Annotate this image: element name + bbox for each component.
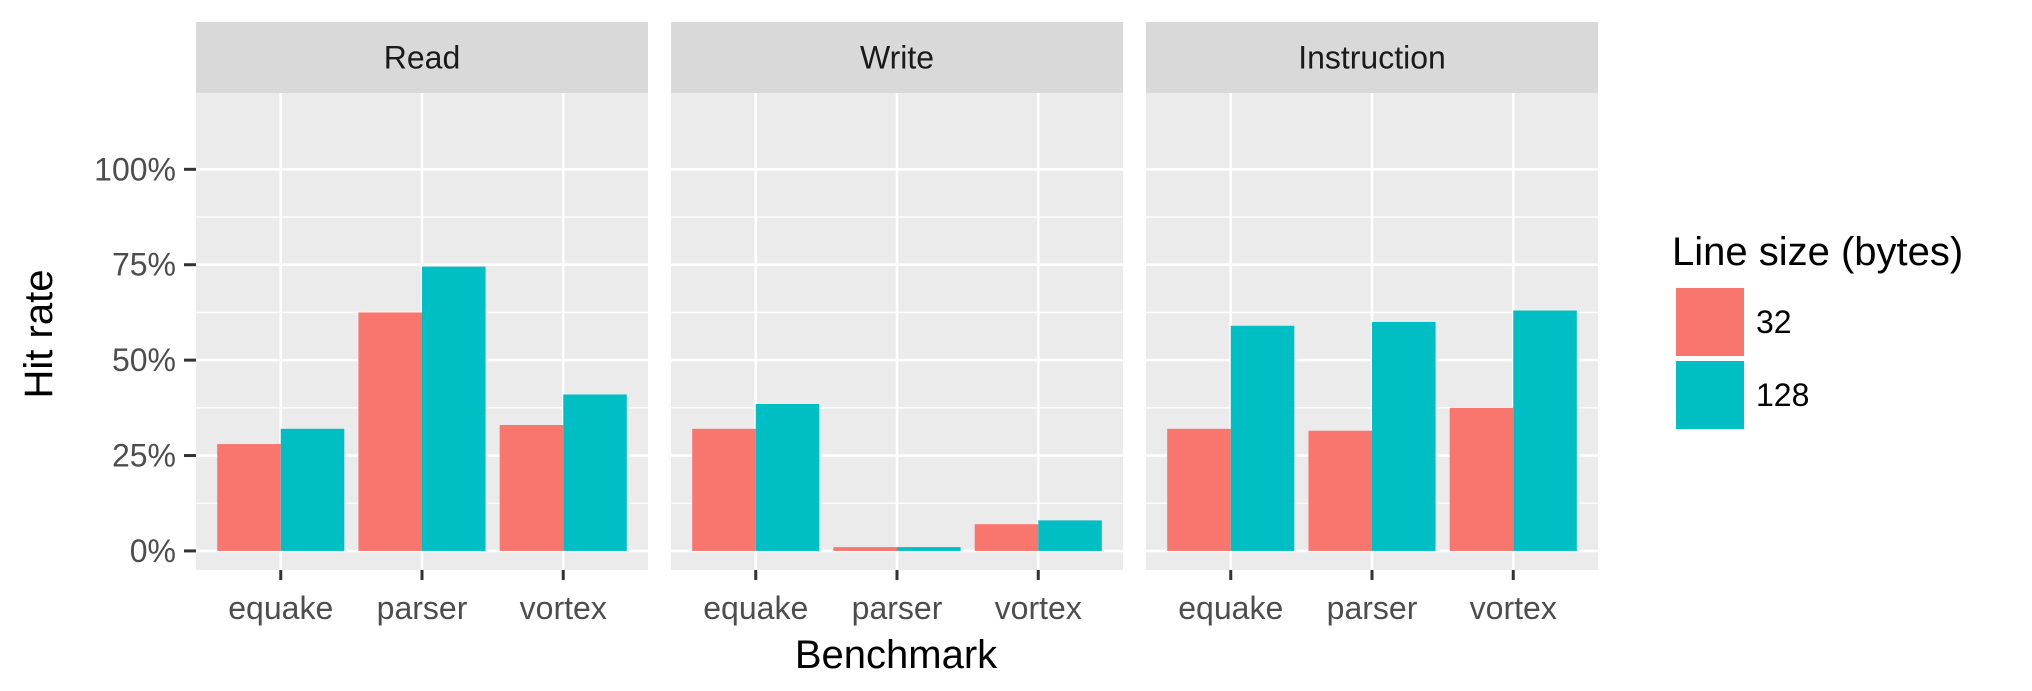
legend-label-128: 128 [1756,377,1809,413]
facet-strip [196,22,648,93]
x-tick-label: parser [1327,590,1418,626]
facet-strip-label: Instruction [1298,40,1446,76]
x-tick-label: equake [1178,590,1283,626]
bar-read-vortex-128 [563,394,627,551]
x-tick-label: vortex [995,590,1082,626]
legend-label-32: 32 [1756,304,1792,340]
bar-read-equake-32 [217,444,281,551]
y-axis-title: Hit rate [17,270,61,399]
facet-strip [1146,22,1598,93]
bar-write-vortex-32 [974,524,1039,551]
bar-read-equake-128 [280,428,345,551]
x-tick-label: equake [703,590,808,626]
x-axis-title: Benchmark [795,633,998,677]
y-tick-label: 75% [112,247,176,283]
bar-write-vortex-128 [1038,520,1102,551]
y-tick-label: 0% [130,533,176,569]
legend-key-32 [1676,288,1744,356]
bar-read-parser-128 [422,266,486,551]
bar-instruction-vortex-128 [1513,310,1577,551]
x-tick-label: parser [377,590,468,626]
bar-write-parser-32 [833,547,897,551]
bar-instruction-equake-128 [1230,325,1295,551]
facet-write: equake parser vortex Write [671,22,1123,626]
bar-instruction-vortex-32 [1449,407,1514,551]
bar-read-parser-32 [358,312,422,551]
facet-strip-label: Read [384,40,461,76]
y-axis: 0% 25% 50% 75% 100% [94,151,196,569]
legend-title: Line size (bytes) [1672,230,1963,274]
facet-strip-label: Write [860,40,934,76]
legend-key-128 [1676,361,1744,429]
facet-strip [671,22,1123,93]
y-tick-label: 25% [112,438,176,474]
facet-panels: equake parser vortex Read equake parser vortex… [196,22,1598,626]
x-tick-label: equake [228,590,333,626]
facet-instruction: equake parser vortex Instruction [1146,22,1598,626]
bar-write-equake-128 [755,404,820,551]
x-tick-label: vortex [1470,590,1557,626]
y-tick-label: 100% [94,151,176,187]
bar-instruction-parser-128 [1372,321,1436,551]
bar-instruction-parser-32 [1308,430,1372,551]
bar-instruction-equake-32 [1167,428,1231,551]
bar-write-parser-128 [897,547,961,551]
x-tick-label: vortex [520,590,607,626]
legend: Line size (bytes) 32 128 [1672,230,1963,429]
bar-write-equake-32 [692,428,756,551]
y-tick-label: 50% [112,342,176,378]
bar-read-vortex-32 [499,424,564,551]
facet-read: equake parser vortex Read [196,22,648,626]
x-tick-label: parser [852,590,943,626]
